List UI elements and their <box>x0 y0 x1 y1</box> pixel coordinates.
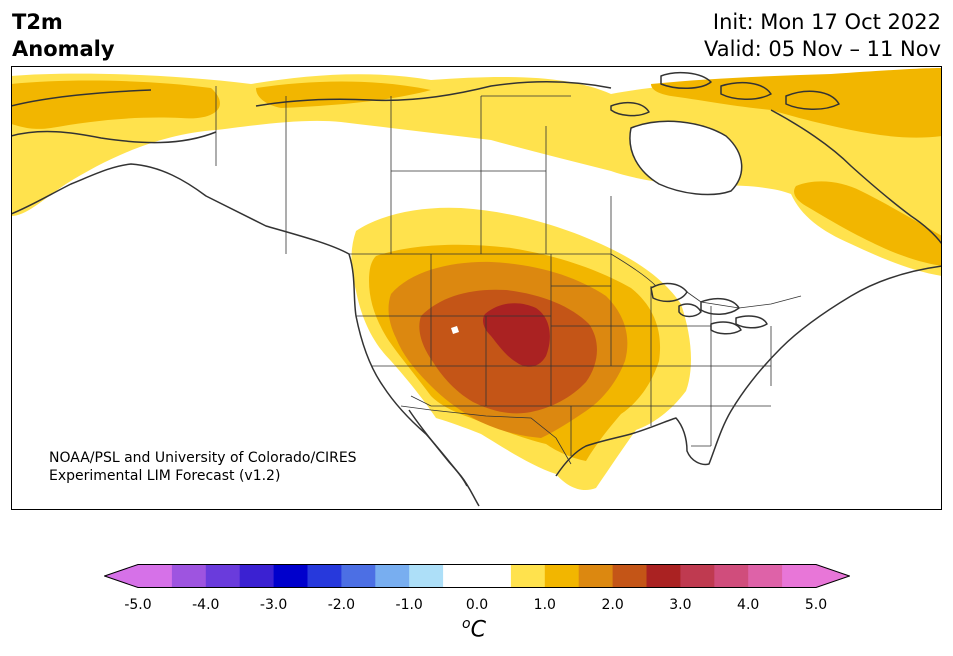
colorbar-tick-label: -5.0 <box>124 597 152 613</box>
arctic-coast <box>255 81 612 107</box>
colorbar-segment <box>341 564 376 588</box>
labrador-coast <box>770 109 942 245</box>
colorbar-tick-label: 5.0 <box>804 597 828 613</box>
forecast-dates: Init: Mon 17 Oct 2022 Valid: 05 Nov – 11… <box>704 9 941 63</box>
alaska-coast <box>11 89 217 144</box>
credit-line-1: NOAA/PSL and University of Colorado/CIRE… <box>49 450 357 466</box>
us-states-central <box>551 254 652 456</box>
colorbar-tick-label: -2.0 <box>327 597 356 613</box>
us-states-west <box>356 254 552 407</box>
colorbar-tick-label: 2.0 <box>601 597 624 613</box>
colorbar-segment <box>477 564 512 588</box>
gulf-coast <box>555 265 942 477</box>
hudson-bay-coast <box>629 120 743 196</box>
colorbar-segment <box>205 564 241 588</box>
colorbar-segment <box>578 564 614 588</box>
map-frame <box>11 66 942 510</box>
baja <box>408 409 468 487</box>
colorbar-segment <box>748 564 783 588</box>
colorbar-tick-label: 4.0 <box>737 597 760 613</box>
colorbar-segment <box>307 564 342 588</box>
anomaly-fill-0-5-north <box>11 68 942 276</box>
us-canada-border <box>349 253 802 309</box>
colorbar-tick-label: -4.0 <box>192 597 220 613</box>
colorbar-segment <box>544 564 580 588</box>
colorbar-extend-low <box>104 564 138 588</box>
colorbar-segment <box>646 564 681 588</box>
colorbar-segment <box>680 564 715 588</box>
blank-lake-area <box>451 326 459 334</box>
init-date: Init: Mon 17 Oct 2022 <box>712 10 941 34</box>
colorbar-tick-label: -3.0 <box>259 597 288 613</box>
unit-degree: o <box>462 616 471 632</box>
colorbar-segment <box>782 564 817 588</box>
colorbar-tick-label: 3.0 <box>669 597 692 613</box>
map-title: T2m Anomaly <box>12 9 115 63</box>
colorbar <box>104 564 850 588</box>
colorbar-segment <box>171 564 207 588</box>
colorbar-segment <box>510 564 546 588</box>
colorbar-segment <box>375 564 410 588</box>
unit-celsius: C <box>470 617 486 643</box>
colorbar-segment <box>239 564 275 588</box>
unit-label: oC <box>462 616 486 642</box>
colorbar-outline <box>104 564 850 588</box>
variable-subtitle: Anomaly <box>12 37 115 61</box>
colorbar-segment <box>714 564 749 588</box>
colorbar-segment <box>409 564 444 588</box>
colorbar-segment <box>443 564 478 588</box>
political-boundaries <box>215 86 802 465</box>
hudson-bay <box>629 121 742 195</box>
colorbar-extend-high <box>816 564 850 588</box>
colorbar-segment <box>612 564 647 588</box>
variable-name: T2m <box>12 10 63 34</box>
anomaly-fill-2-5 <box>483 303 550 367</box>
valid-range: Valid: 05 Nov – 11 Nov <box>704 37 941 61</box>
anomaly-map <box>11 66 942 510</box>
colorbar-segment <box>273 564 308 588</box>
colorbar-segment <box>138 564 173 588</box>
anomaly-fill-1-0-north <box>11 68 942 266</box>
colorbar-tick-label: 0.0 <box>465 597 489 613</box>
arctic-islands <box>610 71 840 117</box>
us-states-east <box>651 306 772 447</box>
credit-line-2: Experimental LIM Forecast (v1.2) <box>49 468 281 484</box>
canada-provinces <box>285 95 612 254</box>
mexico-border <box>400 405 572 465</box>
colorbar-tick-label: 1.0 <box>533 597 556 613</box>
data-credit: NOAA/PSL and University of Colorado/CIRE… <box>49 449 357 485</box>
colorbar-tick-label: -1.0 <box>395 597 423 613</box>
